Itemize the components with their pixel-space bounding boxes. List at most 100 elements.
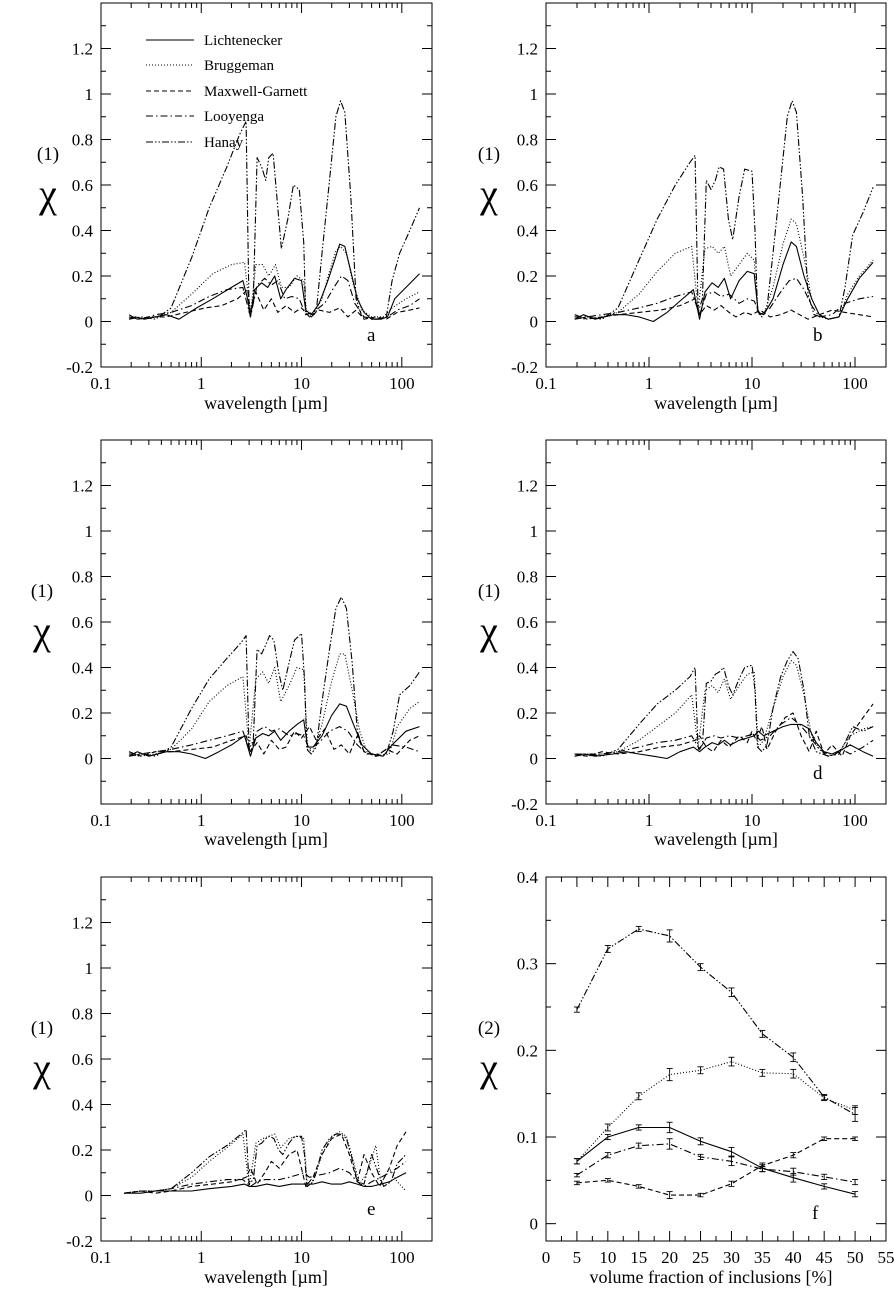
x-tick-label: 0.1 <box>90 1248 111 1267</box>
x-tick-label: 10 <box>599 1248 616 1267</box>
y-tick-label: 0 <box>530 750 539 769</box>
x-axis-title: wavelength [µm] <box>654 393 778 413</box>
series-line-lichtenecker <box>128 243 420 320</box>
error-bar <box>790 1052 797 1063</box>
data-lines <box>124 1128 407 1194</box>
x-tick-label: 0.1 <box>90 374 111 393</box>
x-tick-label: 30 <box>723 1248 740 1267</box>
y-axis-title: χ <box>479 608 498 653</box>
y-tick-label: 0.6 <box>72 1050 93 1069</box>
error-bar <box>666 1138 673 1150</box>
x-tick-labels: 0.1 1 10 100 <box>535 811 867 830</box>
y-tick-label: 0.8 <box>72 568 93 587</box>
y-tick-label: 1.2 <box>72 477 93 496</box>
panel-d: 0.1 1 10 100 -0.2 0 0.2 0.4 0.6 0.8 1 1.2 waveleng… <box>478 439 887 849</box>
y-axis-superscript: (1) <box>478 144 500 165</box>
error-bar <box>573 1180 580 1186</box>
y-tick-label: 0.8 <box>517 568 538 587</box>
y-tick-label: -0.2 <box>66 1232 93 1251</box>
y-tick-label: 1 <box>85 959 94 978</box>
legend-label-bruggeman: Bruggeman <box>204 58 274 74</box>
error-bar <box>790 1068 797 1079</box>
x-tick-labels: 0.1 1 10 100 <box>90 811 414 830</box>
x-tick-label: 10 <box>293 811 310 830</box>
error-bar <box>759 1166 766 1173</box>
y-tick-label: 0.8 <box>72 1005 93 1024</box>
panel-c: 0.1 1 10 100 0 0.2 0.4 0.6 0.8 1 1.2 wavelength [… <box>31 439 433 849</box>
error-bar <box>728 1180 735 1187</box>
x-tick-label: 1 <box>645 811 654 830</box>
error-bar <box>604 945 611 953</box>
series-line-bruggeman <box>128 245 420 320</box>
series-line-looyenga <box>574 716 874 757</box>
series-line-looyenga <box>574 277 874 318</box>
axis-ticks <box>100 440 432 804</box>
series-line-hanay <box>576 928 856 1115</box>
y-axis-superscript: (1) <box>37 144 59 165</box>
error-bar <box>852 1191 859 1198</box>
error-bar <box>852 1107 859 1122</box>
y-axis-superscript: (2) <box>478 1018 500 1039</box>
error-bar <box>852 1179 859 1186</box>
series-line-lichtenecker <box>576 1126 856 1195</box>
x-tick-label: 50 <box>847 1248 864 1267</box>
x-tick-label: 20 <box>661 1248 678 1267</box>
error-bar <box>697 1192 704 1198</box>
x-tick-label: 40 <box>785 1248 802 1267</box>
y-tick-label: 0.3 <box>517 955 538 974</box>
panel-label: d <box>813 763 823 784</box>
y-tick-label: 0.4 <box>517 659 539 678</box>
x-axis-title: wavelength [µm] <box>204 393 328 413</box>
x-tick-label: 35 <box>754 1248 771 1267</box>
y-axis-superscript: (1) <box>478 581 500 602</box>
error-bar <box>666 929 673 943</box>
series-line-hanay <box>124 1128 407 1194</box>
y-tick-labels: 0 0.2 0.4 0.6 0.8 1 1.2 <box>72 477 94 769</box>
x-tick-label: 0 <box>542 1248 551 1267</box>
x-tick-label: 10 <box>743 374 760 393</box>
y-tick-label: 1 <box>85 85 94 104</box>
data-lines <box>573 925 859 1199</box>
x-tick-label: 1 <box>197 811 206 830</box>
plot-frame <box>100 876 433 1242</box>
y-tick-label: 0 <box>530 1215 539 1234</box>
panel-label: e <box>367 1199 375 1220</box>
series-line-maxwell-garnett <box>574 703 874 757</box>
series-line-bruggeman <box>574 218 874 320</box>
series-line-maxwell-garnett <box>576 1138 856 1196</box>
series-line-looyenga <box>124 1160 407 1194</box>
error-bar <box>821 1173 828 1180</box>
x-tick-label: 100 <box>842 811 868 830</box>
x-tick-label: 1 <box>197 374 206 393</box>
error-bar <box>635 925 642 933</box>
plot-frame <box>100 439 433 805</box>
y-tick-label: 1 <box>85 522 94 541</box>
x-axis-title: volume fraction of inclusions [%] <box>590 1267 833 1287</box>
x-axis-title: wavelength [µm] <box>204 829 328 849</box>
data-lines <box>574 651 874 760</box>
y-axis-title: χ <box>32 608 51 653</box>
x-tick-label: 10 <box>293 1248 310 1267</box>
x-tick-label: 5 <box>573 1248 582 1267</box>
axis-ticks <box>100 3 432 368</box>
y-tick-label: 1.2 <box>72 40 93 59</box>
legend: Lichtenecker Bruggeman Maxwell-Garnett L… <box>146 33 308 151</box>
y-tick-labels: -0.2 0 0.2 0.4 0.6 0.8 1 1.2 <box>66 914 93 1252</box>
y-tick-labels: -0.2 0 0.2 0.4 0.6 0.8 1 1.2 <box>66 40 93 378</box>
y-tick-label: 0 <box>530 313 539 332</box>
x-tick-label: 10 <box>293 374 310 393</box>
y-tick-label: 0.4 <box>517 868 539 887</box>
x-axis-title: wavelength [µm] <box>204 1267 328 1287</box>
axis-ticks <box>545 3 886 368</box>
y-tick-label: 0.6 <box>517 176 538 195</box>
x-tick-label: 55 <box>878 1248 894 1267</box>
series-line-hanay <box>574 100 874 320</box>
panel-label: a <box>367 325 376 346</box>
error-bar <box>604 1123 611 1132</box>
error-bar <box>759 1029 766 1038</box>
error-bar <box>666 1121 673 1134</box>
data-lines <box>574 100 874 323</box>
y-tick-label: 0.2 <box>517 704 538 723</box>
x-tick-label: 0.1 <box>535 374 556 393</box>
series-line-looyenga <box>576 1143 856 1183</box>
